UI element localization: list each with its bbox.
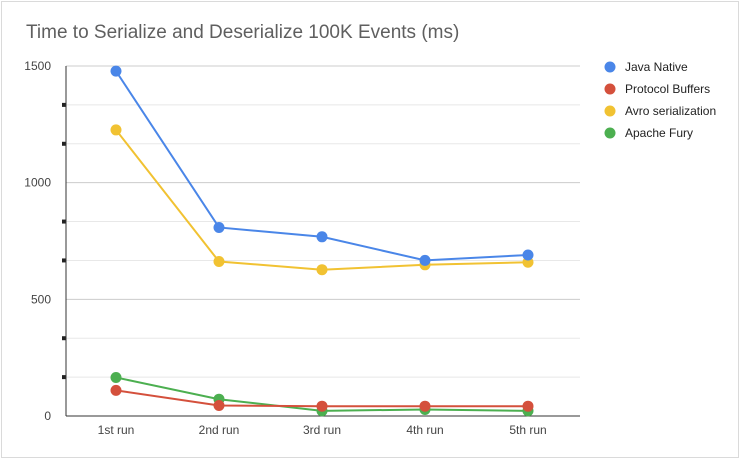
legend-label: Java Native [625, 60, 688, 74]
legend: Java Native Protocol Buffers Avro serializ… [604, 60, 717, 140]
series-layer [110, 65, 534, 417]
x-tick-label: 4th run [406, 423, 443, 437]
y-tick-label: 0 [44, 409, 51, 423]
data-point[interactable] [522, 400, 534, 412]
legend-marker [604, 61, 616, 73]
y-minor-tick [62, 336, 66, 341]
legend-marker [604, 83, 616, 95]
data-point[interactable] [522, 249, 534, 261]
y-minor-tick [62, 375, 66, 380]
data-point[interactable] [213, 400, 225, 411]
chart-title: Time to Serialize and Deserialize 100K E… [26, 22, 460, 43]
series-java-native [110, 65, 534, 266]
legend-label: Apache Fury [625, 126, 693, 140]
data-point[interactable] [213, 221, 225, 233]
legend-marker [604, 105, 616, 117]
series-line [115, 129, 529, 271]
legend-item[interactable]: Avro serialization [604, 104, 717, 118]
y-minor-tick [62, 258, 66, 263]
series-avro-serialization [110, 124, 534, 276]
y-tick-label: 1500 [24, 59, 51, 73]
data-point[interactable] [316, 264, 328, 276]
grid-lines [66, 65, 580, 417]
y-minor-tick [62, 219, 66, 224]
axes: 0 500 1000 1500 1st run 2nd run 3rd run 4th run… [24, 59, 580, 437]
x-tick-label: 3rd run [303, 423, 341, 437]
series-protocol-buffers [110, 384, 534, 412]
data-point[interactable] [110, 372, 122, 383]
legend-label: Avro serialization [625, 104, 716, 118]
data-point[interactable] [316, 400, 328, 412]
legend-item[interactable]: Apache Fury [604, 126, 694, 140]
data-point[interactable] [419, 400, 431, 412]
legend-marker [604, 127, 616, 139]
data-point[interactable] [316, 231, 328, 243]
x-tick-label: 2nd run [199, 423, 240, 437]
legend-label: Protocol Buffers [625, 82, 710, 96]
data-point[interactable] [419, 254, 431, 266]
legend-item[interactable]: Protocol Buffers [604, 82, 711, 96]
y-tick-label: 1000 [24, 176, 51, 190]
y-minor-tick [62, 141, 66, 146]
data-point[interactable] [110, 384, 122, 396]
data-point[interactable] [213, 256, 225, 268]
y-tick-label: 500 [31, 292, 51, 306]
y-minor-tick [62, 102, 66, 107]
x-tick-label: 1st run [98, 423, 135, 437]
legend-item[interactable]: Java Native [604, 60, 689, 74]
data-point[interactable] [110, 65, 122, 77]
data-point[interactable] [110, 124, 122, 136]
x-tick-label: 5th run [509, 423, 546, 437]
